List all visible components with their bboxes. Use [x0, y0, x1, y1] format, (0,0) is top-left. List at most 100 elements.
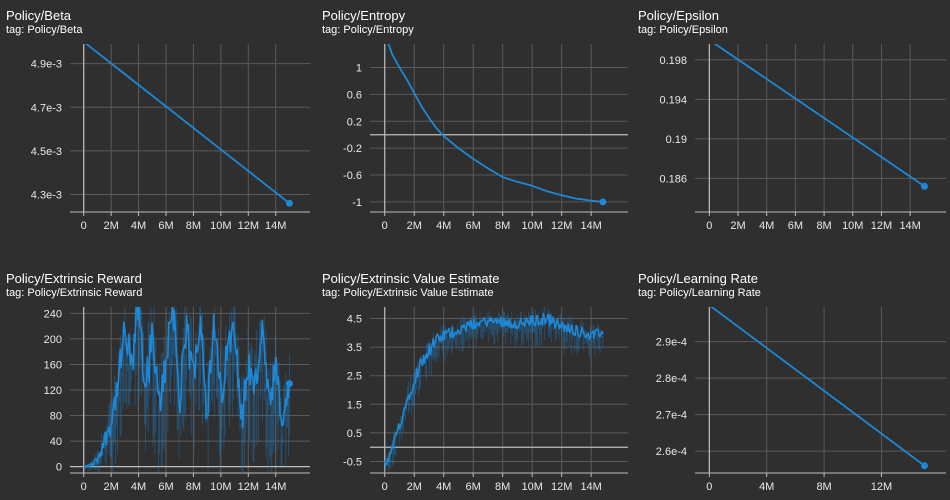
chart-policy-learning-rate: 0 4M 8M 12M 2.6e-4 2.7e-4 2.8e-4 2.9e-4 — [656, 307, 946, 493]
y-tick-label: 200 — [44, 334, 62, 346]
y-tick-label: 0.2 — [347, 116, 362, 128]
end-point-marker — [285, 199, 293, 207]
panel-policy-epsilon: Policy/Epsilon tag: Policy/Epsilon 0 2M 4M… — [632, 0, 950, 250]
x-tick-label: 2M — [407, 220, 422, 232]
y-tick-label: -1 — [352, 197, 362, 209]
y-tick-label: 1.5 — [347, 399, 362, 411]
panel-title: Policy/Learning Rate — [638, 271, 758, 286]
x-tick-label: 14M — [265, 481, 286, 493]
y-tick-label: 160 — [44, 359, 62, 371]
x-tick-label: 10M — [210, 220, 231, 232]
panel-title: Policy/Entropy — [322, 8, 406, 23]
x-tick-label: 12M — [871, 220, 892, 232]
panel-tag: tag: Policy/Entropy — [322, 24, 414, 36]
y-tick-label: 0.6 — [347, 89, 362, 101]
panel-title: Policy/Beta — [6, 8, 72, 23]
panel-title: Policy/Extrinsic Value Estimate — [322, 271, 500, 286]
y-tick-label: -0.5 — [343, 457, 362, 469]
x-tick-label: 12M — [238, 220, 259, 232]
panel-tag: tag: Policy/Extrinsic Value Estimate — [322, 287, 494, 299]
chart-policy-extrinsic-value-estimate: 0 2M 4M 6M 8M 10M 12M 14M -0.5 0.5 1.5 2.5 3.5 4.5 — [343, 307, 628, 493]
y-tick-label: 4.5e-3 — [31, 146, 62, 158]
chart-policy-beta: 0 2M 4M 6M 8M 10M 12M 14M 4.3e-3 4.5e-3 4.7e-3 4.9e… — [31, 44, 310, 232]
x-tick-label: 12M — [551, 220, 572, 232]
x-tick-label: 10M — [521, 481, 542, 493]
x-tick-label: 14M — [580, 220, 601, 232]
y-tick-label: 2.6e-4 — [656, 446, 687, 458]
plot-area — [710, 307, 926, 467]
y-tick-label: 4.9e-3 — [31, 59, 62, 71]
y-tick-label: 4.3e-3 — [31, 190, 62, 202]
y-tick-label: 1 — [356, 63, 362, 75]
panel-policy-learning-rate: Policy/Learning Rate tag: Policy/Learnin… — [632, 263, 950, 500]
y-tick-label: 2.5 — [347, 371, 362, 383]
y-tick-label: 120 — [44, 385, 62, 397]
panel-policy-entropy: Policy/Entropy tag: Policy/Entropy 0 2M 4M… — [316, 0, 632, 250]
plot-area — [713, 44, 926, 188]
x-tick-label: 2M — [104, 481, 119, 493]
y-tick-label: -0.2 — [343, 143, 362, 155]
y-tick-label: 240 — [44, 308, 62, 320]
x-tick-label: 12M — [551, 481, 572, 493]
panel-policy-extrinsic-reward: Policy/Extrinsic Reward tag: Policy/Extr… — [0, 263, 316, 500]
x-tick-label: 14M — [580, 481, 601, 493]
series-line — [83, 307, 291, 468]
x-tick-label: 6M — [466, 481, 481, 493]
x-tick-label: 2M — [730, 220, 745, 232]
panel-tag: tag: Policy/Beta — [6, 24, 83, 36]
y-tick-label: 2.7e-4 — [656, 410, 687, 422]
x-tick-label: 8M — [186, 220, 201, 232]
x-tick-label: 4M — [759, 481, 774, 493]
y-tick-label: 0.186 — [659, 173, 687, 185]
x-tick-label: 4M — [131, 481, 146, 493]
x-tick-label: 14M — [265, 220, 286, 232]
x-tick-label: 4M — [759, 220, 774, 232]
end-point-marker — [920, 462, 928, 470]
x-tick-label: 8M — [816, 220, 831, 232]
y-tick-label: 0.198 — [659, 55, 687, 67]
y-tick-label: 0.194 — [659, 94, 687, 106]
panel-tag: tag: Policy/Learning Rate — [638, 287, 761, 299]
y-tick-label: -0.6 — [343, 170, 362, 182]
chart-policy-epsilon: 0 2M 4M 6M 8M 10M 12M 14M 0.186 0.19 0.194 0.198 — [659, 44, 946, 232]
x-tick-label: 4M — [131, 220, 146, 232]
x-tick-label: 0 — [706, 481, 712, 493]
x-tick-label: 0 — [81, 481, 87, 493]
series-line — [383, 312, 604, 466]
series-line — [710, 307, 926, 467]
x-tick-label: 10M — [521, 220, 542, 232]
chart-policy-entropy: 0 2M 4M 6M 8M 10M 12M 14M -1 -0.6 -0.2 0.2 0.6 1 — [343, 44, 628, 232]
x-tick-label: 4M — [436, 220, 451, 232]
y-tick-label: 0 — [56, 462, 62, 474]
x-tick-label: 2M — [407, 481, 422, 493]
plot-area — [383, 307, 604, 473]
x-tick-label: 0 — [382, 481, 388, 493]
x-tick-label: 12M — [238, 481, 259, 493]
x-tick-label: 8M — [495, 481, 510, 493]
x-tick-label: 12M — [871, 481, 892, 493]
y-tick-label: 3.5 — [347, 342, 362, 354]
y-tick-label: 2.9e-4 — [656, 337, 687, 349]
y-tick-label: 0.5 — [347, 428, 362, 440]
panel-tag: tag: Policy/Extrinsic Reward — [6, 287, 143, 299]
x-tick-label: 0 — [382, 220, 388, 232]
x-tick-label: 8M — [186, 481, 201, 493]
x-tick-label: 4M — [436, 481, 451, 493]
x-tick-label: 8M — [495, 220, 510, 232]
y-tick-label: 4.5 — [347, 313, 362, 325]
x-tick-label: 0 — [81, 220, 87, 232]
end-point-marker — [285, 380, 293, 388]
x-tick-label: 14M — [899, 220, 920, 232]
x-tick-label: 2M — [104, 220, 119, 232]
x-tick-label: 6M — [788, 220, 803, 232]
panel-policy-beta: Policy/Beta tag: Policy/Beta 0 2M 4M 6M 8M 10… — [0, 0, 316, 250]
plot-area — [83, 307, 291, 473]
series-line — [387, 44, 603, 203]
y-tick-label: 0.19 — [666, 134, 687, 146]
y-tick-label: 2.8e-4 — [656, 373, 687, 385]
panel-tag: tag: Policy/Epsilon — [638, 24, 728, 36]
series-line — [85, 44, 290, 205]
panel-title: Policy/Extrinsic Reward — [6, 271, 142, 286]
x-tick-label: 6M — [158, 220, 173, 232]
